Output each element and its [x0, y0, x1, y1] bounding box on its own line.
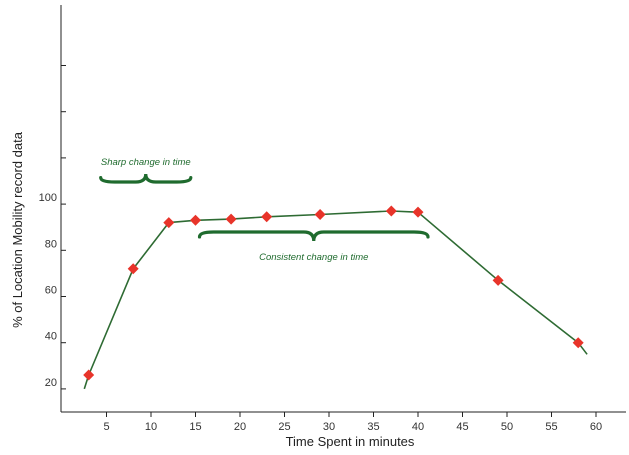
x-tick-label: 5 — [103, 421, 109, 433]
x-tick-label: 20 — [234, 421, 246, 433]
x-tick-label: 30 — [323, 421, 335, 433]
sharp-change-brace — [99, 173, 193, 184]
x-tick-label: 35 — [367, 421, 379, 433]
x-tick-label: 60 — [590, 421, 602, 433]
x-tick-label: 25 — [278, 421, 290, 433]
x-tick-label: 50 — [501, 421, 513, 433]
data-point-marker — [572, 337, 584, 349]
data-point-marker — [385, 205, 397, 217]
data-point-marker — [314, 208, 326, 220]
data-point-marker — [261, 211, 273, 223]
y-tick-label: 100 — [39, 192, 57, 204]
x-tick-label: 40 — [412, 421, 424, 433]
x-tick-label: 55 — [545, 421, 557, 433]
y-tick-label: 20 — [45, 377, 57, 389]
data-points — [83, 205, 584, 381]
data-point-marker — [190, 214, 201, 226]
x-tick-label: 15 — [189, 421, 201, 433]
chart-axes — [60, 5, 626, 413]
sharp-change-label: Sharp change in time — [101, 157, 191, 168]
data-point-marker — [225, 213, 237, 225]
x-tick-label: 10 — [145, 421, 157, 433]
x-tick-label: 45 — [456, 421, 468, 433]
consistent-change-brace — [197, 230, 430, 242]
data-point-marker — [412, 206, 424, 218]
consistent-change-label: Consistent change in time — [259, 252, 368, 263]
series-line — [83, 210, 588, 390]
data-series — [83, 210, 588, 390]
data-point-marker — [163, 217, 175, 229]
y-axis-title: % of Location Mobility record data — [10, 131, 25, 328]
y-tick-label: 80 — [45, 238, 57, 250]
data-point-marker — [83, 369, 95, 381]
y-axis-ticks: 20 40 60 80 100 — [39, 65, 66, 390]
chart-annotations: Sharp change in time Consistent change in… — [99, 157, 430, 263]
y-tick-label: 60 — [45, 285, 57, 297]
data-point-marker — [127, 263, 139, 275]
x-axis-title: Time Spent in minutes — [286, 434, 415, 449]
data-point-marker — [492, 274, 504, 286]
x-axis-ticks: 5 10 15 20 25 30 35 40 45 50 55 60 — [103, 412, 602, 433]
y-tick-label: 40 — [45, 331, 57, 343]
